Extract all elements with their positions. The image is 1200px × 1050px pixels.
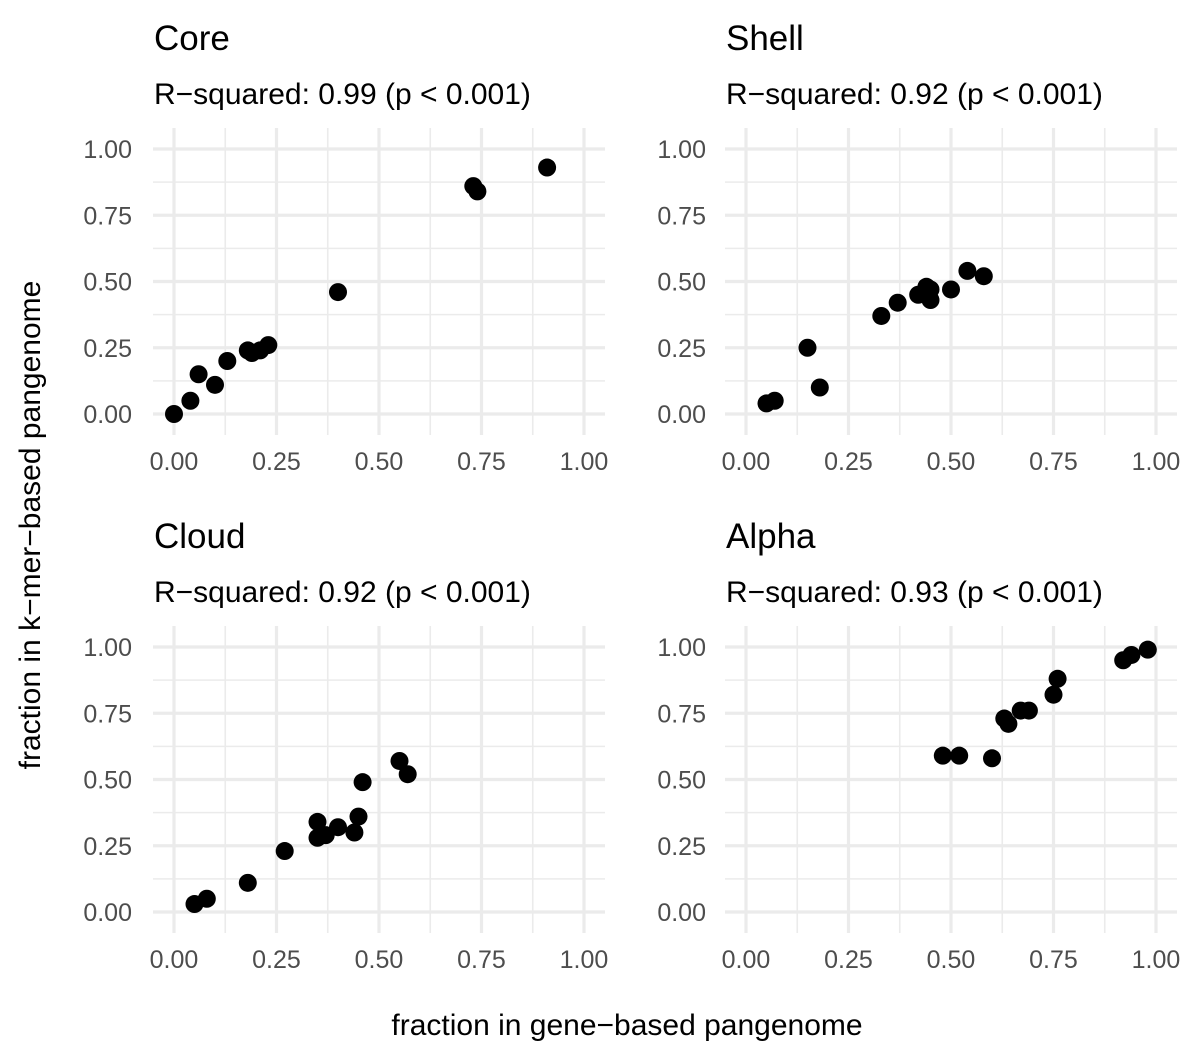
data-point bbox=[933, 746, 952, 765]
data-point bbox=[181, 391, 200, 410]
data-point bbox=[1138, 640, 1157, 659]
x-tick-label: 0.00 bbox=[722, 448, 771, 476]
data-point bbox=[468, 182, 487, 201]
y-tick-label: 0.00 bbox=[657, 899, 706, 927]
y-tick-label: 0.75 bbox=[657, 202, 706, 230]
data-point bbox=[1019, 701, 1038, 720]
x-tick-label: 0.75 bbox=[1029, 448, 1078, 476]
x-tick-label: 0.75 bbox=[457, 946, 506, 974]
data-point bbox=[958, 261, 977, 280]
data-point bbox=[942, 280, 960, 299]
panel-title: Shell bbox=[726, 19, 804, 58]
y-tick-label: 0.25 bbox=[657, 833, 706, 861]
panel-subtitle: R−squared: 0.93 (p < 0.001) bbox=[726, 576, 1103, 609]
panel-alpha: 0.00 0.25 0.50 0.75 1.00 0.00 0.25 0.50 0.75 1.00… bbox=[657, 517, 1180, 974]
x-tick-label: 0.75 bbox=[1029, 946, 1078, 974]
x-tick-label: 1.00 bbox=[1132, 946, 1181, 974]
y-tick-label: 1.00 bbox=[657, 634, 706, 662]
x-tick-label: 0.50 bbox=[927, 448, 976, 476]
data-point bbox=[275, 842, 294, 861]
data-point bbox=[1044, 685, 1063, 704]
x-tick-label: 1.00 bbox=[1132, 448, 1181, 476]
panel-title: Alpha bbox=[726, 517, 816, 556]
y-tick-label: 0.25 bbox=[657, 335, 706, 363]
x-tick-label: 0.00 bbox=[722, 946, 771, 974]
y-tick-label: 0.50 bbox=[657, 767, 706, 795]
y-tick-label: 0.50 bbox=[83, 767, 132, 795]
data-point bbox=[999, 714, 1018, 733]
panel-cloud: 0.00 0.25 0.50 0.75 1.00 0.00 0.25 0.50 0.75 1.00… bbox=[83, 517, 608, 974]
data-point bbox=[329, 283, 347, 302]
data-point bbox=[921, 280, 940, 299]
panel-title: Cloud bbox=[154, 517, 245, 556]
data-point bbox=[206, 375, 224, 394]
data-point bbox=[197, 889, 216, 908]
y-tick-label: 1.00 bbox=[657, 136, 706, 164]
y-tick-label: 0.50 bbox=[657, 269, 706, 297]
data-point bbox=[1048, 669, 1067, 688]
data-point bbox=[398, 765, 417, 784]
data-point bbox=[345, 823, 364, 842]
y-tick-label: 0.00 bbox=[657, 401, 706, 429]
data-point bbox=[353, 773, 372, 792]
data-point bbox=[765, 391, 784, 410]
x-tick-label: 0.50 bbox=[355, 448, 404, 476]
y-tick-label: 0.00 bbox=[83, 401, 132, 429]
data-point bbox=[390, 751, 409, 770]
data-point bbox=[888, 293, 907, 312]
x-tick-label: 0.25 bbox=[824, 946, 873, 974]
x-tick-label: 0.50 bbox=[927, 946, 976, 974]
data-point bbox=[349, 807, 368, 826]
panel-core: 0.00 0.25 0.50 0.75 1.00 0.00 0.25 0.50 0.75 1.00… bbox=[83, 19, 608, 476]
panel-subtitle: R−squared: 0.92 (p < 0.001) bbox=[726, 78, 1103, 111]
data-point bbox=[238, 873, 257, 892]
y-tick-label: 0.50 bbox=[83, 269, 132, 297]
data-point bbox=[538, 158, 557, 177]
data-point bbox=[308, 812, 327, 831]
y-tick-label: 1.00 bbox=[83, 136, 132, 164]
data-point bbox=[189, 365, 208, 384]
panel-subtitle: R−squared: 0.99 (p < 0.001) bbox=[154, 78, 531, 111]
y-tick-label: 0.75 bbox=[83, 202, 132, 230]
y-tick-label: 0.75 bbox=[657, 700, 706, 728]
y-tick-label: 0.75 bbox=[83, 700, 132, 728]
x-tick-label: 0.25 bbox=[252, 448, 301, 476]
x-axis-title: fraction in gene−based pangenome bbox=[391, 1009, 862, 1042]
data-point bbox=[1122, 645, 1141, 664]
data-point bbox=[259, 336, 278, 355]
y-tick-label: 0.00 bbox=[83, 899, 132, 927]
y-axis-title: fraction in k−mer−based pangenome bbox=[14, 281, 47, 770]
x-tick-label: 0.50 bbox=[355, 946, 404, 974]
data-point bbox=[974, 267, 993, 286]
y-tick-label: 1.00 bbox=[83, 634, 132, 662]
data-point bbox=[950, 746, 969, 765]
y-tick-label: 0.25 bbox=[83, 335, 132, 363]
x-tick-label: 0.00 bbox=[150, 946, 199, 974]
x-tick-label: 0.00 bbox=[150, 448, 199, 476]
data-point bbox=[218, 352, 237, 370]
data-point bbox=[329, 818, 347, 837]
data-point bbox=[810, 378, 829, 397]
x-tick-label: 0.25 bbox=[252, 946, 301, 974]
panel-subtitle: R−squared: 0.92 (p < 0.001) bbox=[154, 576, 531, 609]
x-tick-label: 1.00 bbox=[560, 448, 609, 476]
data-point bbox=[165, 405, 183, 423]
panel-title: Core bbox=[154, 19, 230, 58]
data-point bbox=[798, 338, 817, 357]
x-tick-label: 0.25 bbox=[824, 448, 873, 476]
data-point bbox=[983, 749, 1001, 768]
data-point bbox=[872, 306, 891, 325]
panel-shell: 0.00 0.25 0.50 0.75 1.00 0.00 0.25 0.50 0.75 1.00… bbox=[657, 19, 1180, 476]
x-tick-label: 1.00 bbox=[560, 946, 609, 974]
y-tick-label: 0.25 bbox=[83, 833, 132, 861]
x-tick-label: 0.75 bbox=[457, 448, 506, 476]
